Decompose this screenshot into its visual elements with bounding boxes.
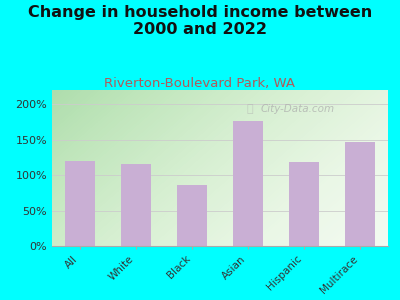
Bar [177,185,208,246]
Text: Riverton-Boulevard Park, WA: Riverton-Boulevard Park, WA [104,76,296,89]
Bar [344,142,375,246]
Text: Change in household income between
2000 and 2022: Change in household income between 2000 … [28,4,372,37]
Bar [64,161,96,246]
Text: City-Data.com: City-Data.com [260,104,334,114]
Bar [121,164,151,246]
Text: Ⓐ: Ⓐ [247,104,254,114]
Bar [233,121,264,246]
Bar [289,162,320,246]
